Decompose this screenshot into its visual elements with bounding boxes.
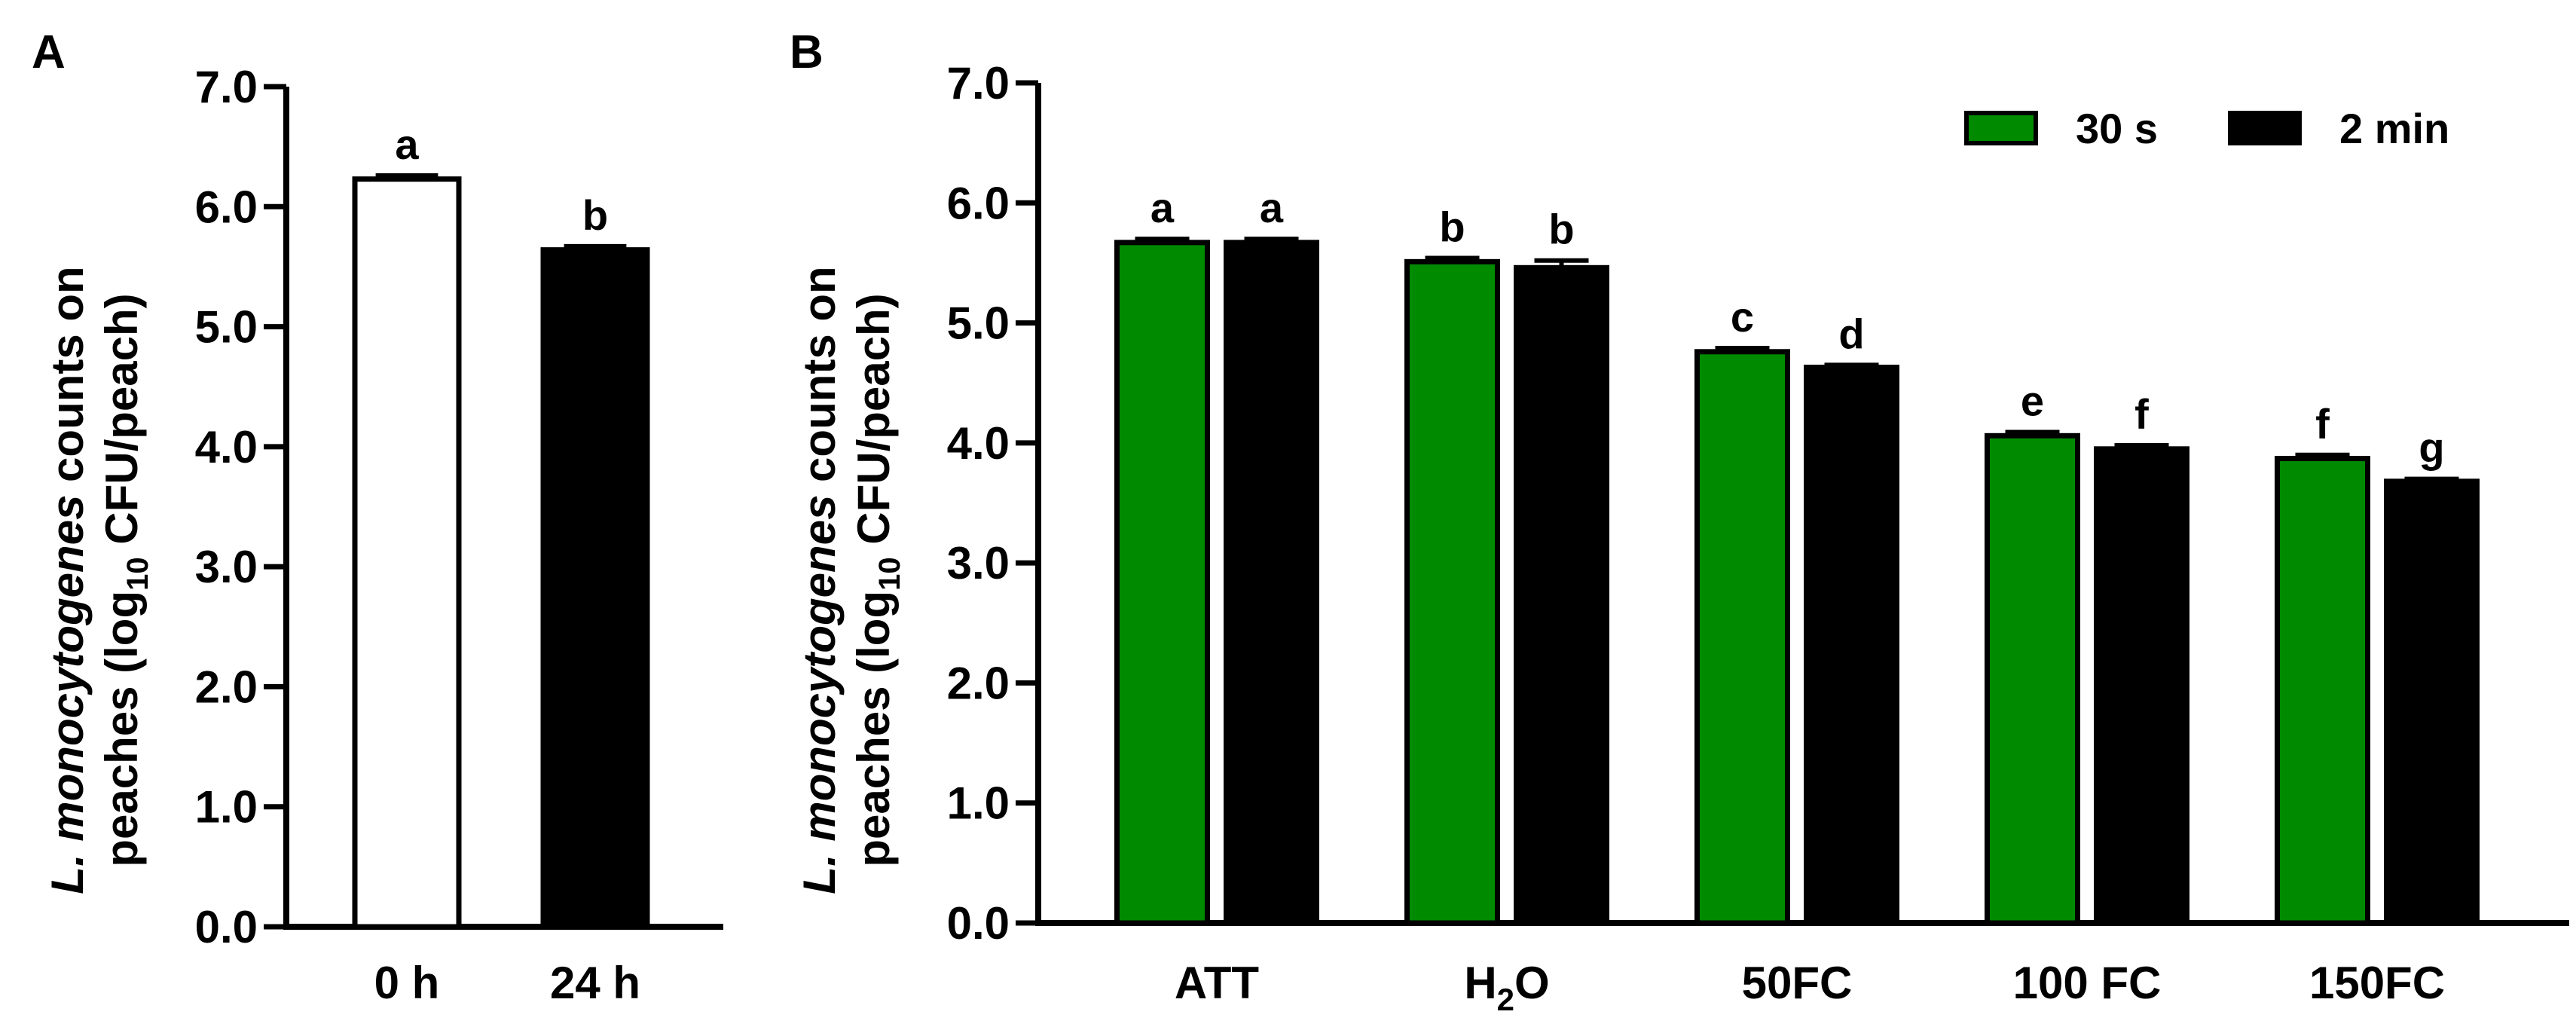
panel-b-ylabel-pre: peaches (log: [848, 591, 899, 867]
panel-b-bar-letter: b: [1439, 203, 1465, 251]
panel-b-bar: [1985, 432, 2080, 926]
panel-a-label: A: [32, 26, 66, 78]
panel-a-ylabel-line2: peaches (log10 CFU/peach): [96, 293, 154, 866]
panel-b-ylabel-italic: L. monocytogenes: [794, 495, 845, 894]
panel-a-y-tick-label: 0.0: [195, 902, 258, 952]
panel-b-bar-letter: a: [1150, 184, 1175, 231]
panel-b-bar: [2275, 456, 2370, 926]
panel-a-y-tick-label: 1.0: [195, 782, 258, 833]
panel-b-y-tick-label: 0.0: [947, 898, 1010, 949]
panel-a-ylabel-post: CFU/peach): [96, 293, 147, 557]
panel-b-bar: [1804, 365, 1899, 926]
panel-b-ylabel-line2: peaches (log10 CFU/peach): [848, 293, 906, 866]
panel-b-bar: [1224, 240, 1319, 926]
panel-b-bar-letter: e: [2021, 377, 2044, 425]
panel-b-bar-letter: g: [2419, 424, 2444, 472]
panel-a-y-tick-label: 7.0: [195, 62, 258, 112]
panel-b-bar-letter: b: [1548, 206, 1574, 253]
panel-b-x-tick-label: 50FC: [1742, 958, 1853, 1008]
panel-b-bar-letter: c: [1731, 293, 1754, 341]
panel-a-ylabel-line1: L. monocytogenes counts on: [42, 266, 93, 894]
panel-a-axes: 0.0 1.0 2.0 3.0 4.0 5.0 6.0 7.0: [195, 62, 723, 952]
panel-b-ylabel-line1: L. monocytogenes counts on: [794, 266, 845, 894]
panel-b-bar: [2384, 478, 2480, 926]
panel-b-y-tick-label: 7.0: [947, 58, 1010, 108]
panel-a: A L. monocytogenes counts on peaches (lo…: [32, 26, 723, 1008]
legend-swatch: [2228, 111, 2302, 145]
panel-a-bar: [540, 247, 650, 930]
panel-b-bar: [1404, 258, 1500, 926]
panel-b-bar-letter: f: [2315, 400, 2330, 448]
panel-b-y-tick-label: 6.0: [947, 178, 1010, 228]
panel-b-bar-letter: a: [1260, 184, 1284, 231]
panel-b-bar-letter: d: [1838, 310, 1864, 357]
panel-b-y-tick-label: 3.0: [947, 538, 1010, 588]
panel-b-label: B: [790, 26, 824, 78]
panel-a-x-tick-label: 0 h: [374, 958, 440, 1008]
panel-a-bars: a 0 h b 24 h: [352, 121, 650, 1008]
legend-label: 30 s: [2076, 105, 2158, 152]
panel-a-bar-letter: b: [582, 191, 608, 239]
panel-a-y-tick-label: 5.0: [195, 302, 258, 353]
panel-a-y-tick-label: 2.0: [195, 662, 258, 712]
panel-b-bar: [1514, 264, 1609, 926]
panel-b-ylabel-post: CFU/peach): [848, 293, 899, 557]
panel-b-bar-letter: f: [2134, 390, 2149, 438]
panel-b-y-tick-label: 4.0: [947, 418, 1010, 469]
panel-b-bar: [1114, 240, 1210, 926]
panel-b-legend: 30 s 2 min: [1964, 105, 2449, 152]
panel-b-y-tick-label: 5.0: [947, 298, 1010, 349]
panel-a-ylabel-pre: peaches (log: [96, 591, 147, 867]
panel-a-x-tick-label: 24 h: [550, 958, 640, 1008]
legend-swatch: [1964, 111, 2038, 145]
panel-b-x-tick-label: H2O: [1464, 958, 1549, 1017]
panel-a-y-tick-label: 3.0: [195, 542, 258, 592]
panel-a-y-tick-label: 4.0: [195, 422, 258, 472]
panel-b-bars: a a ATT b b H2O c d 50FC e f 100 FC f g 150FC: [1114, 184, 2480, 1017]
panel-a-y-tick-label: 6.0: [195, 182, 258, 232]
legend-label: 2 min: [2339, 105, 2449, 152]
panel-b-x-tick-label: 150FC: [2309, 958, 2445, 1008]
panel-b: B L. monocytogenes counts on peaches (lo…: [790, 26, 2569, 1017]
panel-a-bar-letter: a: [395, 121, 419, 168]
panel-b-bar: [2094, 446, 2189, 926]
panel-a-ylabel-sub: 10: [121, 557, 154, 591]
panel-a-bar: [352, 176, 462, 930]
panel-b-x-tick-label: ATT: [1175, 958, 1259, 1008]
panel-b-y-tick-label: 2.0: [947, 658, 1010, 708]
panel-b-ylabel-sub: 10: [873, 557, 906, 591]
panel-b-y-tick-label: 1.0: [947, 778, 1010, 829]
panel-b-x-tick-label: 100 FC: [2013, 958, 2162, 1008]
panel-a-ylabel-rest: counts on: [42, 266, 93, 494]
panel-b-bar: [1694, 349, 1790, 926]
panel-b-ylabel-rest: counts on: [794, 266, 845, 494]
panel-a-ylabel-italic: L. monocytogenes: [42, 495, 93, 894]
